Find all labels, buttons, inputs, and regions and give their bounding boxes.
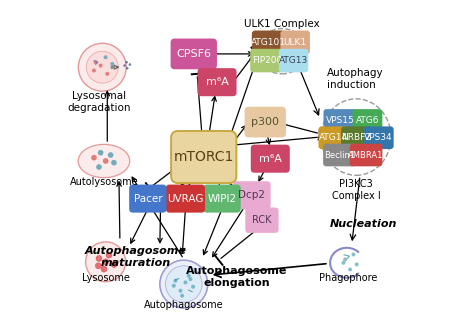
- FancyBboxPatch shape: [198, 68, 237, 96]
- Circle shape: [105, 72, 109, 76]
- Text: Nucleation: Nucleation: [330, 218, 397, 228]
- Circle shape: [103, 158, 109, 164]
- Text: VPS15: VPS15: [326, 116, 355, 125]
- Text: ATG14: ATG14: [319, 133, 348, 142]
- Text: ULK1 Complex: ULK1 Complex: [244, 19, 320, 29]
- Circle shape: [341, 261, 346, 265]
- Circle shape: [128, 63, 131, 66]
- Text: VPS34: VPS34: [365, 133, 393, 142]
- FancyBboxPatch shape: [281, 30, 310, 54]
- Text: Autolysosome: Autolysosome: [70, 177, 138, 187]
- Text: Pacer: Pacer: [134, 194, 162, 204]
- Circle shape: [108, 152, 113, 158]
- FancyBboxPatch shape: [279, 49, 308, 72]
- Text: ATG13: ATG13: [279, 56, 308, 65]
- Text: ATG6: ATG6: [356, 116, 379, 125]
- Circle shape: [94, 60, 98, 64]
- Text: m⁶A: m⁶A: [206, 77, 228, 87]
- Circle shape: [172, 284, 176, 288]
- Circle shape: [96, 256, 102, 262]
- Circle shape: [86, 242, 126, 282]
- Circle shape: [111, 262, 117, 268]
- Circle shape: [98, 150, 103, 156]
- Circle shape: [123, 64, 126, 67]
- Text: FIP200: FIP200: [252, 56, 282, 65]
- Circle shape: [165, 266, 202, 302]
- Circle shape: [103, 259, 109, 265]
- Circle shape: [99, 63, 103, 67]
- Text: ATG101: ATG101: [251, 38, 286, 47]
- Text: Lysosomal
degradation: Lysosomal degradation: [67, 91, 131, 113]
- Text: mTORC1: mTORC1: [173, 150, 234, 164]
- FancyBboxPatch shape: [245, 107, 286, 138]
- FancyBboxPatch shape: [350, 144, 383, 166]
- FancyBboxPatch shape: [110, 65, 115, 69]
- Text: Dcp2: Dcp2: [238, 190, 265, 200]
- Circle shape: [187, 274, 191, 278]
- Text: CPSF6: CPSF6: [176, 49, 211, 59]
- FancyBboxPatch shape: [251, 145, 290, 173]
- Circle shape: [173, 279, 177, 283]
- FancyBboxPatch shape: [129, 185, 166, 213]
- Circle shape: [191, 285, 195, 289]
- FancyBboxPatch shape: [250, 49, 283, 72]
- Circle shape: [351, 253, 356, 257]
- Text: p300: p300: [251, 117, 279, 127]
- FancyBboxPatch shape: [252, 30, 285, 54]
- FancyBboxPatch shape: [323, 109, 357, 132]
- Text: RCK: RCK: [252, 215, 272, 225]
- FancyBboxPatch shape: [364, 127, 394, 149]
- FancyBboxPatch shape: [352, 109, 383, 132]
- FancyBboxPatch shape: [323, 144, 356, 166]
- FancyBboxPatch shape: [245, 207, 279, 233]
- FancyBboxPatch shape: [166, 185, 205, 213]
- Circle shape: [183, 281, 187, 285]
- Circle shape: [125, 61, 128, 63]
- Text: WIPI2: WIPI2: [208, 194, 237, 204]
- Circle shape: [178, 289, 182, 293]
- Circle shape: [355, 263, 359, 267]
- FancyBboxPatch shape: [341, 127, 371, 149]
- FancyBboxPatch shape: [203, 185, 241, 213]
- Text: Autophagosome
elongation: Autophagosome elongation: [186, 266, 288, 288]
- Text: UVRAG: UVRAG: [167, 194, 204, 204]
- Circle shape: [78, 43, 126, 91]
- Circle shape: [189, 277, 192, 281]
- Text: PI3KC3
Complex I: PI3KC3 Complex I: [332, 179, 381, 201]
- Circle shape: [101, 266, 107, 272]
- Text: Beclin1: Beclin1: [324, 151, 355, 160]
- Text: ULK1: ULK1: [283, 38, 307, 47]
- Circle shape: [111, 160, 117, 166]
- Ellipse shape: [78, 144, 130, 178]
- Circle shape: [160, 260, 208, 308]
- Text: Autophagosome
maturation: Autophagosome maturation: [85, 246, 186, 268]
- FancyBboxPatch shape: [171, 38, 217, 69]
- Circle shape: [110, 62, 114, 66]
- Text: NRBF2: NRBF2: [341, 133, 371, 142]
- FancyBboxPatch shape: [319, 127, 348, 149]
- Circle shape: [92, 68, 96, 72]
- Circle shape: [104, 55, 108, 59]
- Text: AMBRA1: AMBRA1: [348, 151, 384, 160]
- Circle shape: [126, 67, 128, 69]
- Text: Autophagosome: Autophagosome: [144, 300, 224, 310]
- Circle shape: [180, 294, 184, 298]
- FancyBboxPatch shape: [171, 131, 237, 183]
- Circle shape: [106, 252, 112, 258]
- Circle shape: [348, 268, 352, 272]
- Circle shape: [96, 164, 102, 170]
- Circle shape: [95, 263, 101, 269]
- Text: Autophagy
induction: Autophagy induction: [327, 68, 383, 90]
- Text: Lysosome: Lysosome: [82, 274, 129, 284]
- Text: m⁶A: m⁶A: [259, 154, 282, 164]
- Circle shape: [91, 155, 97, 161]
- Circle shape: [86, 51, 118, 83]
- Text: Phagophore: Phagophore: [319, 274, 378, 284]
- Circle shape: [343, 258, 347, 262]
- FancyBboxPatch shape: [233, 181, 271, 209]
